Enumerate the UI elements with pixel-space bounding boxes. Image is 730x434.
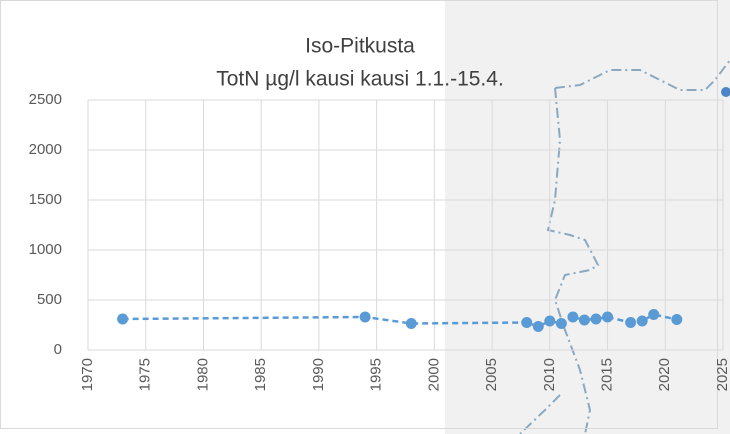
x-tick-label: 1995 xyxy=(368,358,385,391)
data-point xyxy=(359,311,371,323)
y-tick-label: 0 xyxy=(54,341,62,358)
data-point xyxy=(578,314,590,326)
data-point xyxy=(405,318,417,329)
data-point xyxy=(590,313,602,325)
chart-title: Iso-Pitkusta xyxy=(305,35,415,58)
x-tick-label: 2010 xyxy=(541,358,558,391)
data-point xyxy=(555,318,567,329)
x-tick-label: 1970 xyxy=(79,358,96,391)
y-tick-label: 1500 xyxy=(29,191,62,208)
x-tick-label: 1990 xyxy=(310,358,327,391)
x-tick-label: 2020 xyxy=(656,358,673,391)
data-point xyxy=(521,317,533,328)
x-tick-label: 1975 xyxy=(137,358,154,391)
x-tick-label: 2015 xyxy=(599,358,616,391)
y-tick-label: 2500 xyxy=(29,91,62,108)
y-tick-label: 500 xyxy=(37,291,62,308)
data-point xyxy=(602,311,614,323)
chart-subtitle: TotN µg/l kausi kausi 1.1.-15.4. xyxy=(216,68,504,91)
data-point xyxy=(117,313,129,325)
y-tick-label: 1000 xyxy=(29,241,62,258)
map-boundary xyxy=(519,59,730,434)
x-tick-label: 2025 xyxy=(714,358,730,391)
map-point xyxy=(721,87,730,97)
x-tick-label: 1980 xyxy=(194,358,211,391)
y-tick-label: 2000 xyxy=(29,141,62,158)
x-tick-label: 2000 xyxy=(425,358,442,391)
data-point xyxy=(544,315,556,327)
data-point xyxy=(532,321,544,332)
chart-border xyxy=(0,0,718,429)
data-point xyxy=(671,314,683,325)
x-tick-label: 1985 xyxy=(252,358,269,391)
data-point xyxy=(625,317,637,328)
x-tick-label: 2005 xyxy=(483,358,500,391)
data-point xyxy=(648,309,660,320)
data-point xyxy=(567,311,579,323)
data-point xyxy=(636,315,648,327)
